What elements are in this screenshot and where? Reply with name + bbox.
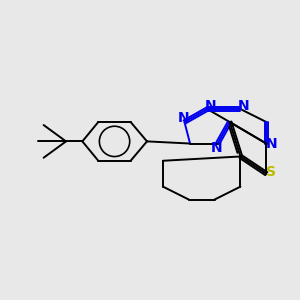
Text: S: S <box>266 165 276 179</box>
Text: N: N <box>238 100 250 113</box>
Text: N: N <box>211 141 223 155</box>
Text: N: N <box>266 136 277 151</box>
Text: N: N <box>205 100 217 113</box>
Text: N: N <box>178 111 189 125</box>
